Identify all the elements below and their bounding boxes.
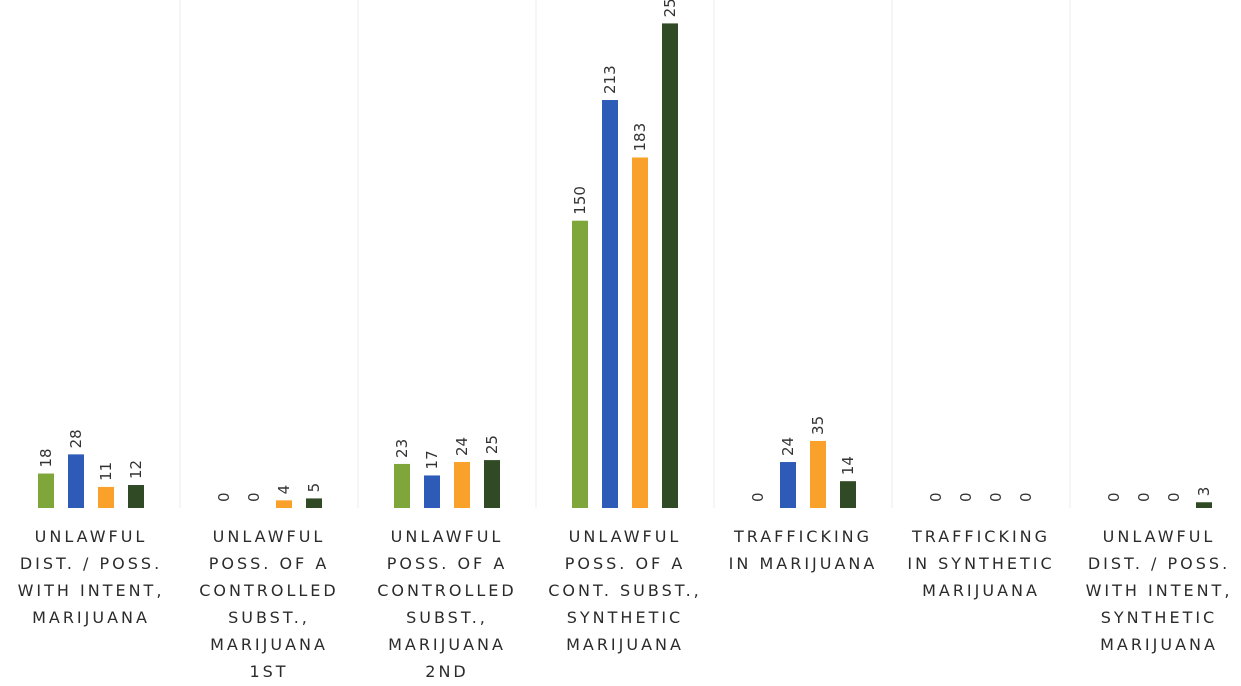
bar xyxy=(98,486,114,508)
data-label: 11 xyxy=(97,462,115,481)
bar xyxy=(662,23,678,509)
category-label: UNLAWFUL POSS. OF A CONTROLLED SUBST., MARIJ… xyxy=(377,527,516,681)
data-label: 23 xyxy=(393,439,411,458)
data-label: 5 xyxy=(305,483,323,493)
category-label: UNLAWFUL POSS. OF A CONTROLLED SUBST., MARIJ… xyxy=(199,527,338,681)
bar xyxy=(602,100,618,509)
category-label: TRAFFICKING IN SYNTHETIC MARIJUANA xyxy=(907,527,1054,600)
data-label: 0 xyxy=(749,492,767,502)
data-label: 3 xyxy=(1195,487,1213,497)
value-labels: 18 28 11 12 0 0 4 5 23 17 24 25 150 213 183 253 0 24 35 14 0… xyxy=(37,0,1213,502)
data-label: 0 xyxy=(245,492,263,502)
bar xyxy=(632,157,648,508)
category-label: UNLAWFUL DIST. / POSS. WITH INTENT, MARIJUA… xyxy=(18,527,165,627)
bar xyxy=(38,473,54,508)
data-label: 24 xyxy=(453,437,471,456)
bar xyxy=(780,462,796,508)
data-label: 0 xyxy=(1135,492,1153,502)
data-label: 0 xyxy=(1017,492,1035,502)
bar xyxy=(572,220,588,508)
bar xyxy=(128,485,144,508)
data-label: 12 xyxy=(127,460,145,479)
category-label: TRAFFICKING IN MARIJUANA xyxy=(729,527,878,573)
category-dividers xyxy=(179,0,1071,508)
data-label: 0 xyxy=(215,492,233,502)
data-label: 0 xyxy=(927,492,945,502)
bar xyxy=(68,454,84,508)
bar xyxy=(394,463,410,508)
data-label: 0 xyxy=(1165,492,1183,502)
data-label: 4 xyxy=(275,485,293,495)
data-label: 213 xyxy=(601,65,619,94)
data-label: 253 xyxy=(661,0,679,17)
bars xyxy=(38,23,1212,509)
bar xyxy=(1196,502,1212,508)
data-label: 35 xyxy=(809,416,827,435)
bar xyxy=(276,500,292,508)
data-label: 183 xyxy=(631,123,649,152)
bar xyxy=(424,475,440,508)
data-label: 0 xyxy=(1105,492,1123,502)
category-label: UNLAWFUL DIST. / POSS. WITH INTENT, SYNTHET… xyxy=(1086,527,1233,654)
bar xyxy=(306,498,322,508)
data-label: 150 xyxy=(571,186,589,215)
data-label: 28 xyxy=(67,429,85,448)
data-label: 0 xyxy=(957,492,975,502)
data-label: 18 xyxy=(37,448,55,467)
category-labels: UNLAWFUL DIST. / POSS. WITH INTENT, MARIJUA… xyxy=(18,527,1233,681)
data-label: 25 xyxy=(483,435,501,454)
category-label: UNLAWFUL POSS. OF A CONT. SUBST., SYNTHETIC… xyxy=(548,527,702,654)
data-label: 24 xyxy=(779,437,797,456)
data-label: 0 xyxy=(987,492,1005,502)
bar xyxy=(454,462,470,508)
bar xyxy=(840,481,856,508)
bar xyxy=(484,460,500,508)
bar xyxy=(810,440,826,508)
data-label: 17 xyxy=(423,450,441,469)
data-label: 14 xyxy=(839,456,857,475)
